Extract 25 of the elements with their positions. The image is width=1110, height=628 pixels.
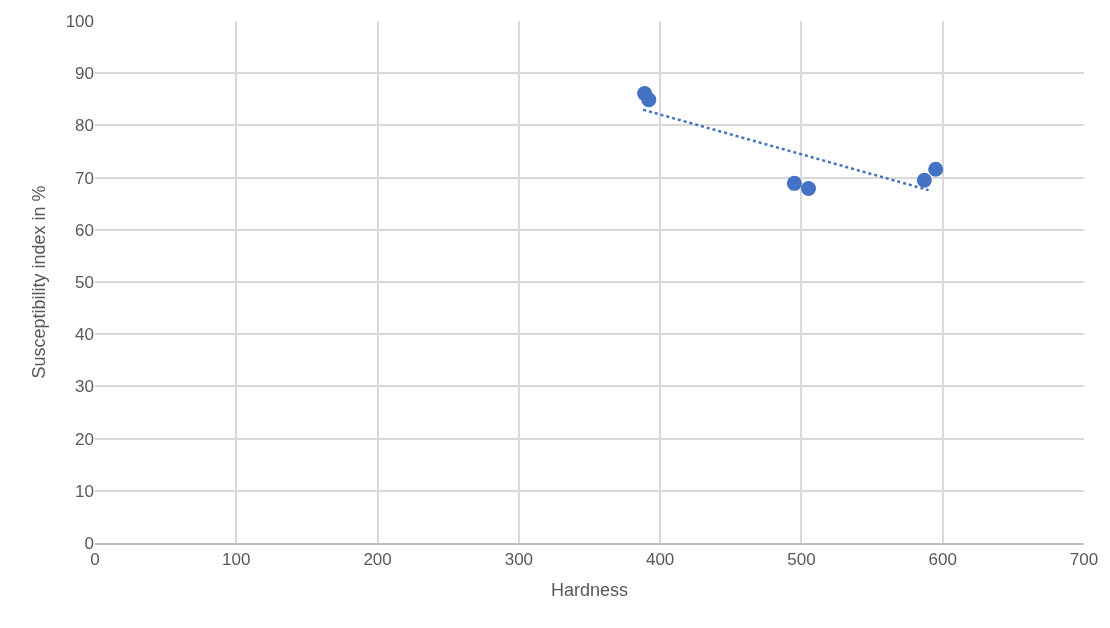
y-tick-label: 90	[75, 64, 94, 84]
y-tick-label: 70	[75, 168, 94, 188]
x-tick-label: 600	[928, 550, 957, 570]
point	[928, 161, 944, 177]
x-tick-label: 700	[1069, 550, 1099, 570]
y-tick-label: 40	[75, 325, 94, 345]
point	[786, 175, 802, 191]
y-tick-label: 50	[75, 272, 94, 292]
x-tick-label: 100	[222, 550, 251, 570]
x-tick-label: 300	[504, 550, 534, 570]
x-tick-label: 400	[645, 550, 675, 570]
y-tick-label: 80	[75, 116, 94, 136]
y-tick-label: 60	[75, 220, 94, 240]
y-tick-label: 100	[65, 11, 94, 31]
y-tick-label: 30	[75, 377, 94, 397]
point	[801, 181, 816, 197]
y-tick-label: 20	[75, 429, 94, 449]
y-tick-label: 0	[84, 533, 94, 553]
x-tick-label: 200	[363, 550, 392, 570]
x-axis-title: Hardness	[550, 580, 629, 600]
x-tick-label: 500	[787, 550, 816, 570]
point	[916, 172, 932, 188]
y-tick-label: 10	[75, 481, 94, 501]
point	[641, 92, 657, 108]
y-axis-title: Susceptibility index in %	[28, 185, 49, 379]
